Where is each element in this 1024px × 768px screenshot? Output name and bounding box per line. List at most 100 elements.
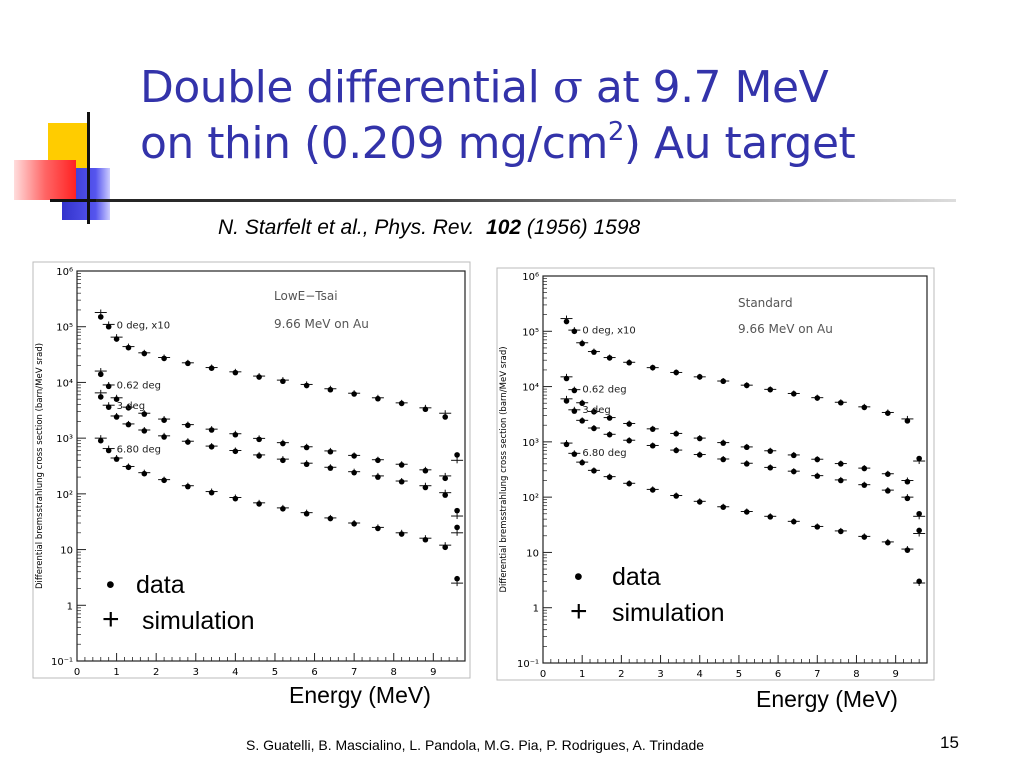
data-point — [591, 425, 597, 432]
data-point — [232, 369, 239, 376]
data-point — [861, 465, 868, 472]
data-point — [422, 536, 429, 543]
data-point — [232, 448, 239, 455]
data-point — [591, 349, 597, 355]
data-point — [141, 411, 148, 417]
data-point — [837, 461, 844, 467]
data-point — [185, 483, 191, 490]
x-tick-label: 5 — [272, 667, 278, 678]
left-legend-data: • data — [106, 571, 185, 600]
chart-annotation-energy: 9.66 MeV on Au — [274, 317, 369, 331]
data-point — [790, 518, 797, 525]
x-tick-label: 8 — [853, 669, 859, 680]
data-point — [185, 422, 191, 429]
data-point — [351, 469, 357, 476]
x-tick-label: 2 — [153, 667, 159, 678]
data-point — [720, 456, 727, 463]
data-point — [398, 462, 405, 468]
data-point — [442, 492, 449, 498]
data-point — [743, 444, 750, 451]
y-tick-label: 10⁵ — [522, 327, 539, 338]
data-point — [208, 489, 215, 496]
data-point — [837, 477, 844, 484]
data-point — [327, 448, 334, 455]
data-point — [571, 451, 578, 457]
x-tick-label: 7 — [351, 667, 357, 678]
right-energy-label: Energy (MeV) — [756, 686, 898, 712]
data-point — [673, 430, 680, 437]
data-point — [767, 448, 774, 454]
data-point — [767, 386, 774, 393]
data-point — [303, 382, 310, 389]
data-point — [454, 575, 460, 582]
data-point — [454, 507, 460, 514]
data-point — [579, 459, 585, 466]
data-point — [97, 437, 104, 444]
citation: N. Starfelt et al., Phys. Rev. 102 (1956… — [218, 216, 640, 240]
data-point — [398, 531, 405, 537]
data-point — [141, 470, 148, 477]
data-point — [422, 467, 429, 474]
data-point — [375, 525, 381, 532]
citation-authors: N. Starfelt et al., Phys. Rev. — [218, 216, 487, 239]
data-point — [327, 386, 334, 393]
series-label: 6.80 deg — [582, 448, 626, 459]
data-point — [105, 383, 112, 390]
data-point — [790, 452, 797, 459]
data-point — [696, 452, 703, 458]
data-point — [814, 395, 821, 401]
x-tick-label: 6 — [311, 667, 317, 678]
x-tick-label: 9 — [892, 669, 898, 680]
data-point — [673, 493, 680, 499]
data-point — [256, 436, 262, 443]
x-tick-label: 5 — [736, 669, 742, 680]
y-tick-label: 10⁴ — [56, 378, 73, 389]
plot-frame — [542, 275, 928, 664]
data-point — [105, 447, 112, 454]
data-point — [837, 528, 844, 535]
footer-authors: S. Guatelli, B. Mascialino, L. Pandola, … — [246, 737, 705, 753]
data-point — [885, 471, 891, 478]
data-point — [591, 467, 597, 474]
data-point — [303, 444, 310, 451]
sigma-symbol: σ — [552, 62, 583, 113]
title-superscript: 2 — [607, 117, 625, 147]
y-tick-label: 10² — [56, 490, 73, 501]
data-point — [904, 495, 911, 502]
data-point — [125, 405, 132, 411]
data-point — [232, 431, 239, 438]
left-energy-label: Energy (MeV) — [289, 682, 431, 708]
data-point — [125, 464, 132, 471]
x-tick-label: 4 — [232, 667, 238, 678]
data-point — [232, 495, 239, 502]
y-tick-label: 10³ — [56, 434, 73, 445]
data-point — [743, 461, 750, 467]
data-point — [571, 328, 578, 335]
data-point — [256, 374, 262, 380]
data-point — [256, 501, 262, 507]
data-point — [185, 360, 191, 367]
data-point — [161, 355, 167, 362]
data-point — [696, 499, 703, 505]
data-point — [327, 465, 334, 471]
data-point — [442, 544, 449, 551]
data-point — [626, 480, 633, 487]
legend-sim-label: simulation — [612, 599, 725, 627]
data-point — [649, 364, 656, 371]
data-point — [649, 426, 656, 432]
data-point — [916, 527, 922, 534]
data-point — [141, 428, 148, 434]
legend-data-label: data — [612, 563, 661, 591]
data-point — [904, 547, 911, 553]
data-point — [97, 371, 104, 378]
data-point — [814, 456, 821, 463]
deco-horizontal-line — [50, 199, 110, 202]
data-point — [767, 464, 774, 471]
data-point — [442, 475, 449, 482]
sim-marker-icon: + — [102, 603, 120, 636]
data-point — [442, 414, 449, 420]
data-point — [673, 369, 680, 376]
data-point — [125, 344, 132, 351]
data-point — [606, 474, 613, 480]
data-point — [790, 391, 797, 397]
